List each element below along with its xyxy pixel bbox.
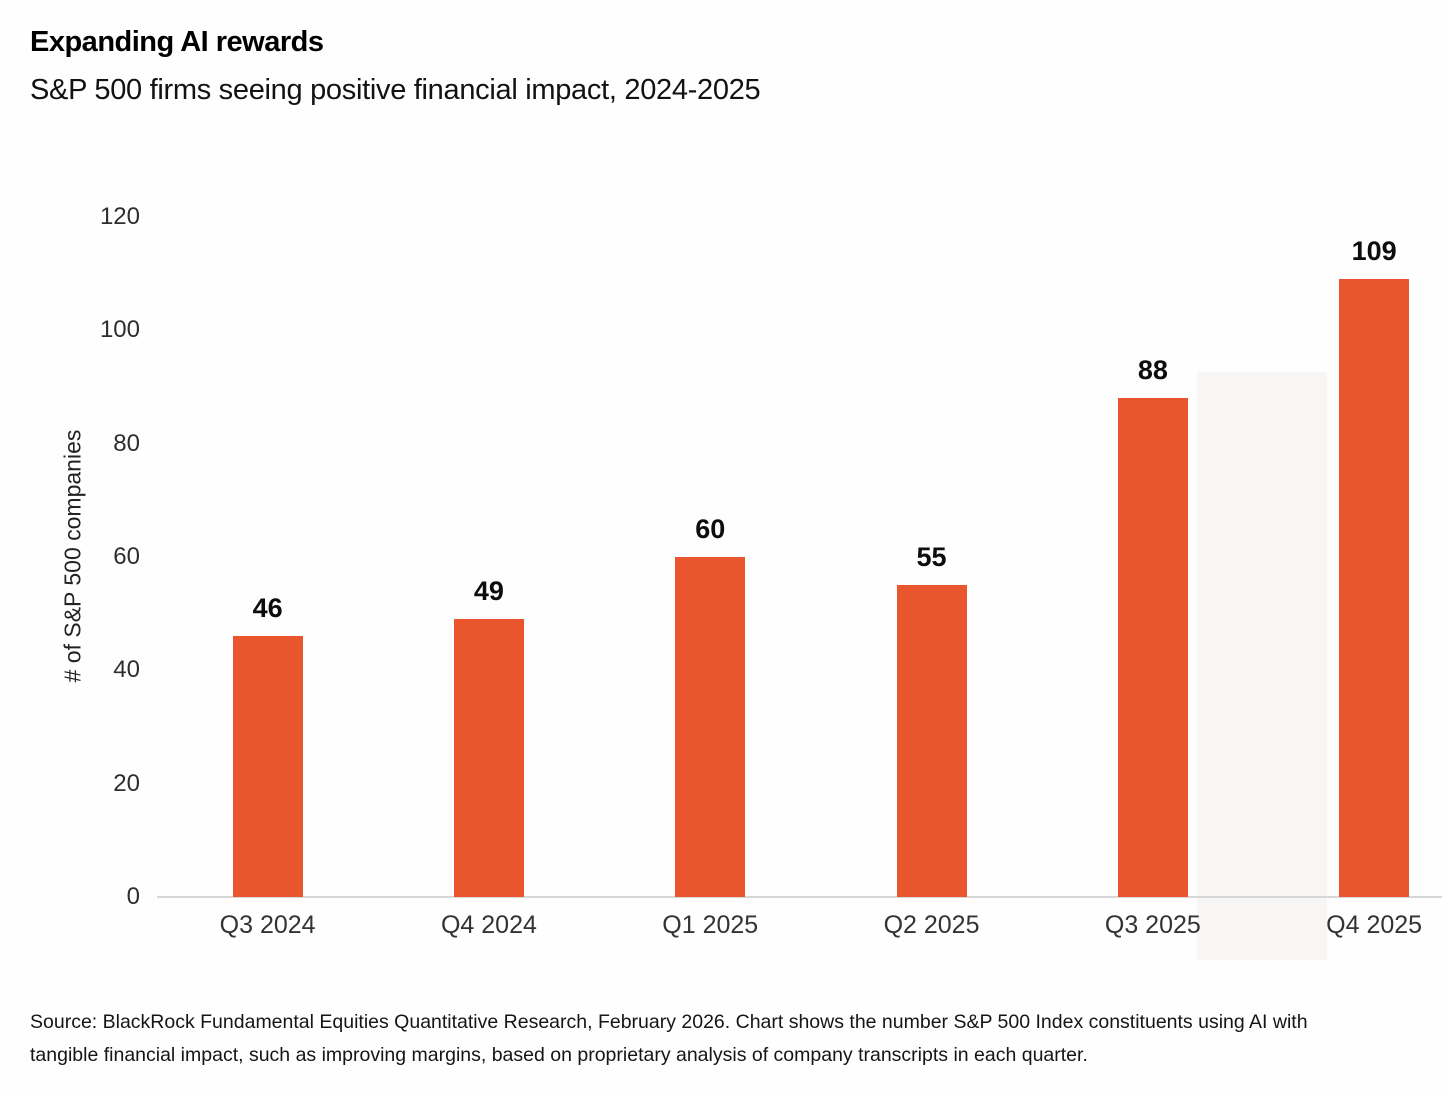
bar-value-label: 109: [1351, 236, 1397, 267]
x-tick-label: Q2 2025: [883, 911, 980, 939]
x-axis-line: [157, 896, 1442, 898]
bar-q4-2025: [1339, 279, 1410, 897]
y-tick-label: 120: [99, 203, 140, 230]
y-tick-label: 80: [113, 429, 140, 457]
chart-title: Expanding AI rewards: [30, 26, 324, 58]
bar-value-label: 88: [1137, 355, 1168, 386]
background-artifact-band: [1197, 372, 1327, 960]
y-tick-label: 40: [113, 656, 140, 684]
bar-q2-2025: [896, 585, 967, 897]
y-tick-label: 0: [126, 883, 140, 910]
bar-q4-2024: [453, 619, 524, 897]
x-tick-label: Q3 2024: [219, 911, 316, 939]
bar-value-label: 60: [695, 514, 726, 544]
source-note-line2: tangible financial impact, such as impro…: [30, 1044, 1088, 1066]
y-tick-label: 60: [113, 543, 140, 570]
x-tick-label: Q4 2024: [440, 911, 537, 939]
bar-chart: # of S&P 500 companies 0 20 40 60 80 100 120 46…: [59, 203, 1442, 960]
chart-subtitle: S&P 500 firms seeing positive financial …: [30, 74, 761, 106]
bar-value-label: 46: [252, 593, 283, 624]
y-tick-label: 20: [113, 769, 140, 797]
x-tick-label: Q3 2025: [1104, 911, 1201, 939]
bar-q1-2025: [675, 557, 746, 897]
bar-q3-2025: [1117, 398, 1188, 897]
bar-q3-2024: [232, 636, 303, 897]
source-note-line1: Source: BlackRock Fundamental Equities Q…: [30, 1011, 1308, 1033]
source-note: Source: BlackRock Fundamental Equities Q…: [30, 1006, 1425, 1072]
bar-value-label: 49: [473, 576, 504, 607]
y-tick-label: 100: [99, 316, 140, 344]
x-tick-label: Q1 2025: [662, 911, 759, 939]
bar-value-label: 55: [916, 542, 947, 573]
x-tick-label: Q4 2025: [1326, 911, 1423, 939]
